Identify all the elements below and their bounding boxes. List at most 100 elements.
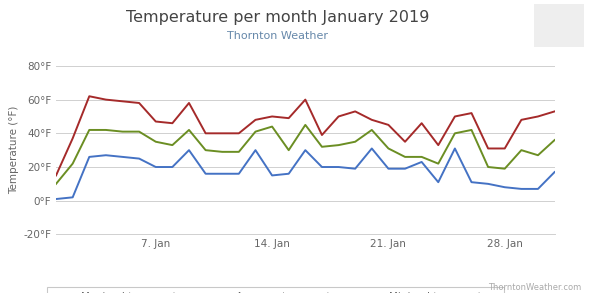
Minimal temperature bbox=[551, 170, 558, 174]
Minimal temperature bbox=[518, 187, 525, 191]
Minimal temperature bbox=[252, 149, 259, 152]
Minimal temperature bbox=[103, 154, 110, 157]
Maximal temperature bbox=[202, 132, 209, 135]
Minimal temperature bbox=[285, 172, 292, 176]
Maximal temperature bbox=[235, 132, 242, 135]
Average temperature bbox=[319, 145, 326, 149]
Minimal temperature bbox=[301, 149, 309, 152]
Average temperature bbox=[86, 128, 93, 132]
Minimal temperature bbox=[535, 187, 542, 191]
Minimal temperature bbox=[86, 155, 93, 159]
Maximal temperature bbox=[468, 111, 475, 115]
Minimal temperature bbox=[435, 180, 442, 184]
Average temperature bbox=[136, 130, 143, 133]
Maximal temperature bbox=[418, 121, 425, 125]
Minimal temperature bbox=[335, 165, 342, 169]
Average temperature bbox=[352, 140, 359, 144]
Maximal temperature bbox=[385, 123, 392, 127]
Maximal temperature bbox=[285, 116, 292, 120]
Average temperature bbox=[119, 130, 126, 133]
Legend: Maximal temperature, Average temperature, Minimal temperature: Maximal temperature, Average temperature… bbox=[47, 287, 504, 293]
Average temperature bbox=[185, 128, 192, 132]
Minimal temperature bbox=[385, 167, 392, 171]
Maximal temperature bbox=[301, 98, 309, 101]
Average temperature bbox=[551, 138, 558, 142]
Maximal temperature bbox=[518, 118, 525, 122]
Maximal temperature bbox=[319, 133, 326, 137]
Minimal temperature bbox=[169, 165, 176, 169]
Maximal temperature bbox=[535, 115, 542, 118]
Minimal temperature bbox=[319, 165, 326, 169]
Average temperature bbox=[301, 123, 309, 127]
Maximal temperature bbox=[435, 143, 442, 147]
Maximal temperature bbox=[86, 95, 93, 98]
Minimal temperature bbox=[401, 167, 408, 171]
Maximal temperature bbox=[185, 101, 192, 105]
Maximal temperature bbox=[451, 115, 458, 118]
Maximal temperature bbox=[401, 140, 408, 144]
Average temperature bbox=[451, 132, 458, 135]
Minimal temperature bbox=[119, 155, 126, 159]
Average temperature bbox=[169, 143, 176, 147]
Average temperature bbox=[435, 162, 442, 166]
Maximal temperature bbox=[169, 121, 176, 125]
Average temperature bbox=[501, 167, 508, 171]
Average temperature bbox=[468, 128, 475, 132]
Minimal temperature bbox=[484, 182, 491, 186]
Average temperature bbox=[69, 162, 76, 166]
Average temperature bbox=[53, 182, 60, 186]
Average temperature bbox=[252, 130, 259, 133]
Minimal temperature bbox=[501, 185, 508, 189]
Average temperature bbox=[103, 128, 110, 132]
Average temperature bbox=[335, 143, 342, 147]
Maximal temperature bbox=[103, 98, 110, 101]
Average temperature bbox=[219, 150, 226, 154]
Maximal temperature bbox=[136, 101, 143, 105]
Average temperature bbox=[401, 155, 408, 159]
Maximal temperature bbox=[69, 137, 76, 140]
Maximal temperature bbox=[119, 100, 126, 103]
Line: Average temperature: Average temperature bbox=[56, 125, 555, 184]
Average temperature bbox=[484, 165, 491, 169]
Minimal temperature bbox=[53, 197, 60, 201]
Minimal temperature bbox=[418, 160, 425, 164]
Minimal temperature bbox=[235, 172, 242, 176]
Minimal temperature bbox=[268, 174, 276, 177]
Minimal temperature bbox=[69, 196, 76, 199]
Minimal temperature bbox=[219, 172, 226, 176]
Minimal temperature bbox=[152, 165, 159, 169]
Text: Temperature per month January 2019: Temperature per month January 2019 bbox=[126, 10, 429, 25]
Average temperature bbox=[368, 128, 375, 132]
Maximal temperature bbox=[252, 118, 259, 122]
Average temperature bbox=[268, 125, 276, 128]
Y-axis label: Temperature (°F): Temperature (°F) bbox=[9, 106, 19, 194]
Maximal temperature bbox=[335, 115, 342, 118]
Maximal temperature bbox=[501, 147, 508, 150]
Minimal temperature bbox=[468, 180, 475, 184]
Average temperature bbox=[285, 149, 292, 152]
Minimal temperature bbox=[352, 167, 359, 171]
Average temperature bbox=[535, 154, 542, 157]
Text: Thornton Weather: Thornton Weather bbox=[227, 31, 328, 41]
Maximal temperature bbox=[152, 120, 159, 123]
Minimal temperature bbox=[451, 147, 458, 150]
Maximal temperature bbox=[352, 110, 359, 113]
Average temperature bbox=[418, 155, 425, 159]
Average temperature bbox=[202, 149, 209, 152]
Line: Minimal temperature: Minimal temperature bbox=[56, 149, 555, 199]
Maximal temperature bbox=[484, 147, 491, 150]
Minimal temperature bbox=[202, 172, 209, 176]
Minimal temperature bbox=[185, 149, 192, 152]
Maximal temperature bbox=[219, 132, 226, 135]
Maximal temperature bbox=[268, 115, 276, 118]
Maximal temperature bbox=[368, 118, 375, 122]
Average temperature bbox=[152, 140, 159, 144]
Minimal temperature bbox=[368, 147, 375, 150]
Maximal temperature bbox=[53, 174, 60, 177]
Line: Maximal temperature: Maximal temperature bbox=[56, 96, 555, 176]
Minimal temperature bbox=[136, 157, 143, 160]
Average temperature bbox=[385, 147, 392, 150]
Average temperature bbox=[235, 150, 242, 154]
Text: ThorntonWeather.com: ThorntonWeather.com bbox=[488, 282, 581, 292]
Maximal temperature bbox=[551, 110, 558, 113]
